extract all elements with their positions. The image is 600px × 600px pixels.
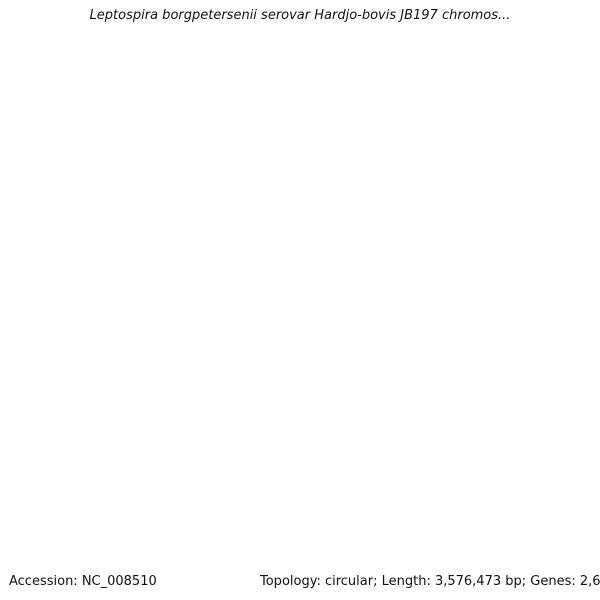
map-title: Leptospira borgpetersenii serovar Hardjo… [89, 8, 511, 23]
accession-text: Accession: NC_008510 [9, 574, 157, 589]
topology-summary-text: Topology: circular; Length: 3,576,473 bp… [260, 574, 600, 589]
